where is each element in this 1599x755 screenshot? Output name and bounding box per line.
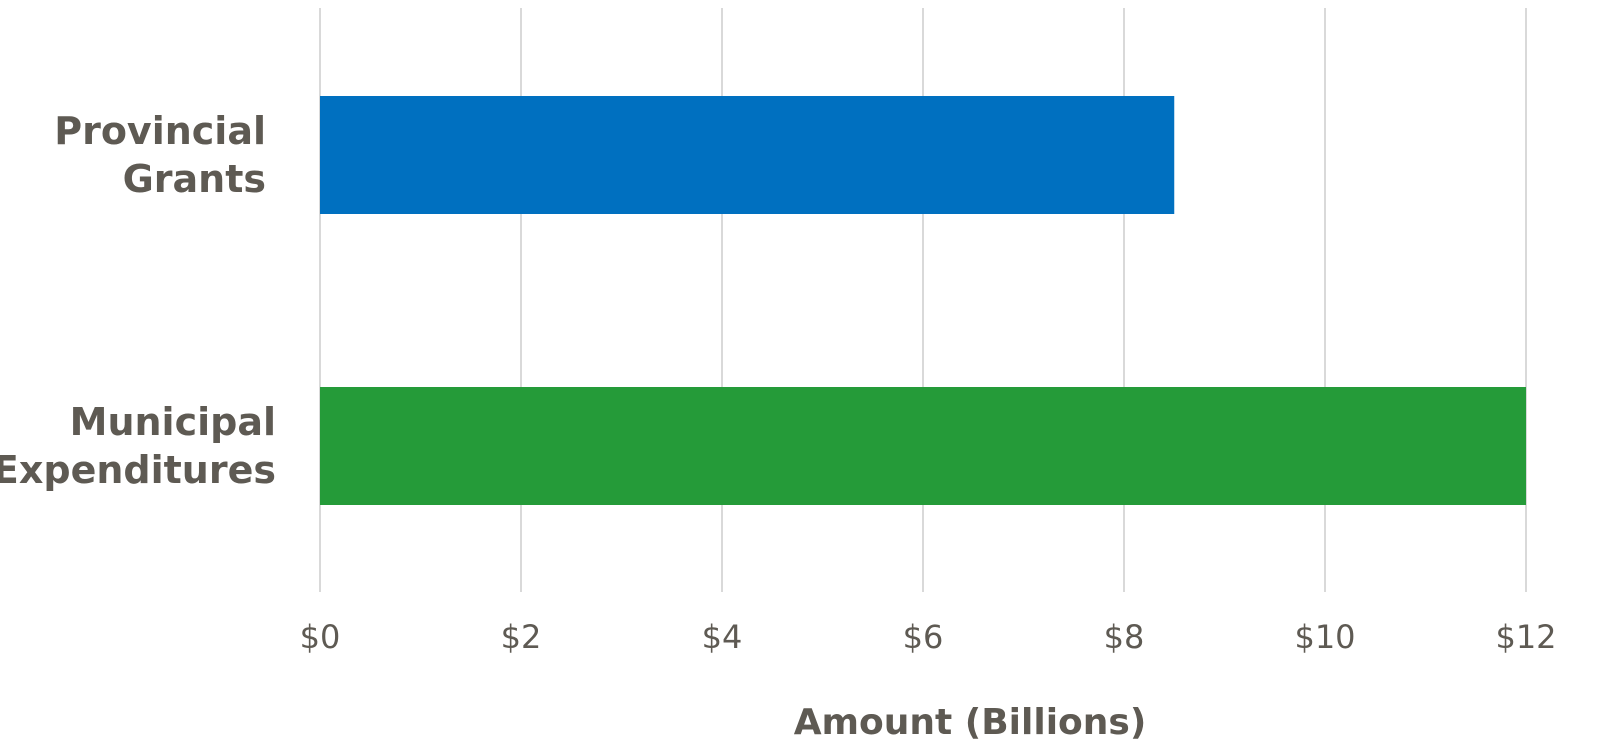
category-labels: Provincial Grants Municipal Expenditures <box>0 109 276 492</box>
x-tick-label-4: $8 <box>1104 618 1145 656</box>
category-label-0-line-1: Grants <box>123 157 266 201</box>
x-tick-label-2: $4 <box>702 618 743 656</box>
category-label-1-line-0: Municipal <box>70 400 276 444</box>
x-tick-label-1: $2 <box>501 618 542 656</box>
bar-1 <box>320 387 1526 505</box>
category-label-0-line-0: Provincial <box>54 109 266 153</box>
x-tick-label-3: $6 <box>903 618 944 656</box>
bar-0 <box>320 96 1175 214</box>
category-label-0: Provincial Grants <box>54 109 266 201</box>
x-tick-label-0: $0 <box>300 618 341 656</box>
x-axis-title: Amount (Billions) <box>794 702 1147 743</box>
category-label-1-line-1: Expenditures <box>0 448 276 492</box>
x-tick-labels: $0 $2 $4 $6 $8 $10 $12 <box>300 618 1557 656</box>
category-label-1: Municipal Expenditures <box>0 400 276 492</box>
x-tick-label-5: $10 <box>1294 618 1355 656</box>
bars <box>320 96 1526 505</box>
x-tick-label-6: $12 <box>1495 618 1556 656</box>
